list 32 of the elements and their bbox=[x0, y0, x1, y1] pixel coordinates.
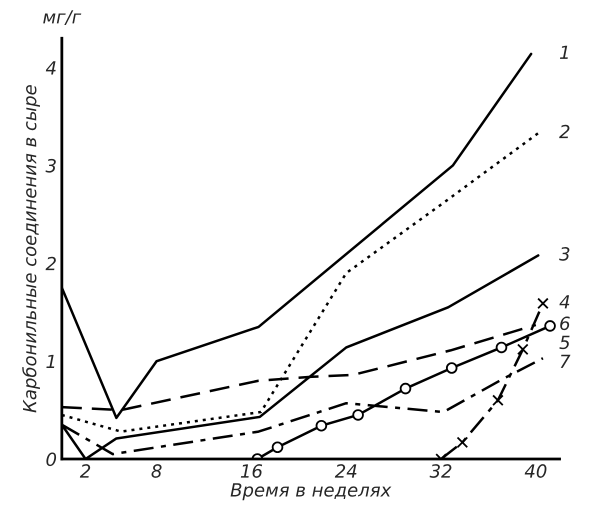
point bbox=[272, 441, 284, 454]
x-tick-label: 2 bbox=[80, 464, 90, 478]
series-label: 4 bbox=[559, 295, 570, 308]
y-tick-label: 4 bbox=[46, 61, 56, 74]
text: мг/г bbox=[43, 10, 82, 26]
series-label: 1 bbox=[560, 46, 568, 59]
point bbox=[446, 362, 458, 374]
x-tick-label: 32 bbox=[430, 464, 452, 478]
x-tick-label: 40 bbox=[524, 464, 546, 478]
point bbox=[400, 382, 412, 394]
point bbox=[456, 436, 468, 448]
point bbox=[544, 320, 556, 332]
x-axis-title: Время в неделях bbox=[230, 483, 392, 500]
point bbox=[537, 298, 549, 310]
y-tick-label: 0 bbox=[46, 452, 56, 466]
y-tick-label: 1 bbox=[46, 354, 54, 368]
x-tick-label: 24 bbox=[334, 464, 356, 478]
point bbox=[316, 420, 328, 432]
series-label: 3 bbox=[559, 247, 570, 261]
x-tick-label: 16 bbox=[240, 464, 262, 478]
point bbox=[352, 409, 364, 421]
series-label: 6 bbox=[560, 316, 570, 330]
point bbox=[496, 342, 508, 354]
y-axis-title: Карбонильные соединения в сыре bbox=[22, 85, 40, 412]
point bbox=[517, 344, 529, 356]
series-label: 7 bbox=[560, 354, 570, 368]
series-label: 5 bbox=[559, 336, 570, 350]
series-label: 2 bbox=[559, 124, 570, 138]
y-tick-label: 2 bbox=[46, 256, 56, 270]
y-tick-label: 3 bbox=[46, 158, 56, 173]
x-tick-label: 8 bbox=[152, 464, 162, 478]
point bbox=[492, 394, 504, 406]
